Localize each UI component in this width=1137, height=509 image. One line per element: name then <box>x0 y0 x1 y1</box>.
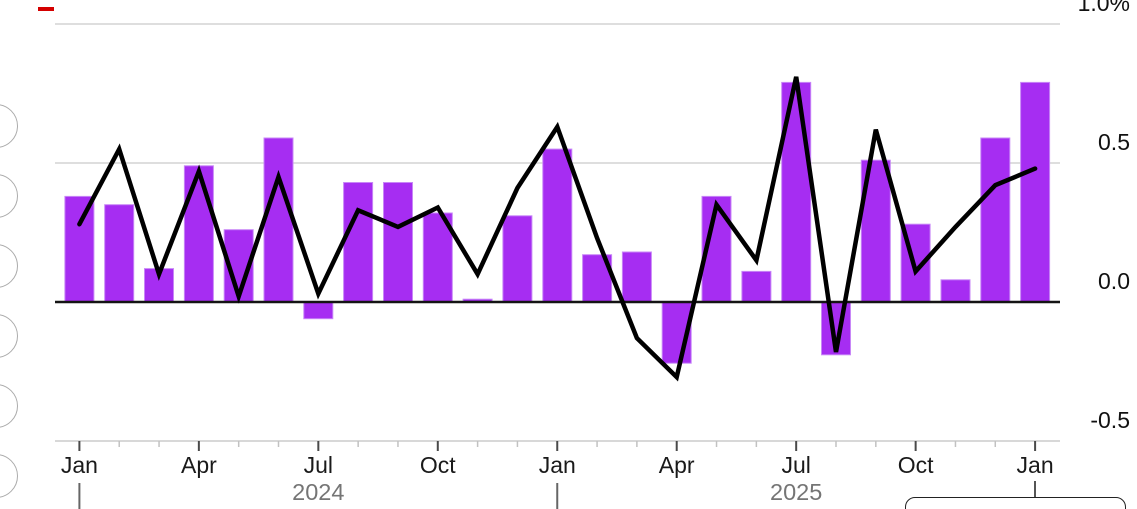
x-axis-month-label: Oct <box>898 452 934 478</box>
red-dash-marker <box>38 7 54 11</box>
bar-dec-2025[interactable] <box>980 137 1011 303</box>
callout-connector-line <box>1034 481 1036 498</box>
x-axis-month-label: Jul <box>781 452 810 478</box>
y-axis-label: 1.0% <box>1078 0 1130 16</box>
y-axis-label: -0.5 <box>1090 407 1130 433</box>
bar-dec-2024[interactable] <box>502 215 533 303</box>
trend-line-series <box>77 76 1038 382</box>
x-axis-month-label: Jul <box>304 452 333 478</box>
bar-nov-2025[interactable] <box>940 279 971 303</box>
y-axis-label: 0.0 <box>1098 268 1130 294</box>
y-axis-label: 0.5 <box>1098 129 1130 155</box>
x-axis-month-label: Apr <box>181 452 217 478</box>
bar-aug-2024[interactable] <box>343 182 374 303</box>
bar-feb-2024[interactable] <box>104 204 135 303</box>
bar-jan-2025[interactable] <box>542 148 573 303</box>
x-axis-year-label: 2024 <box>292 479 344 505</box>
x-axis-year-label: 2025 <box>770 479 822 505</box>
x-axis-month-label: Apr <box>659 452 695 478</box>
bar-jun-2024[interactable] <box>263 137 294 303</box>
bar-jun-2025[interactable] <box>741 270 772 303</box>
bar-mar-2025[interactable] <box>621 251 652 303</box>
bar-jan-2024[interactable] <box>64 195 95 303</box>
x-axis-month-label: Jan <box>61 452 98 478</box>
bar-jan-2026[interactable] <box>1020 81 1051 303</box>
x-axis-month-label: Jan <box>539 452 576 478</box>
x-axis-month-label: Oct <box>420 452 456 478</box>
bar-sep-2024[interactable] <box>383 182 413 303</box>
bar-apr-2024[interactable] <box>183 165 214 303</box>
legend-callout-box[interactable] <box>905 497 1126 509</box>
x-axis-month-label: Jan <box>1017 452 1054 478</box>
bar-jul-2024[interactable] <box>303 301 334 320</box>
